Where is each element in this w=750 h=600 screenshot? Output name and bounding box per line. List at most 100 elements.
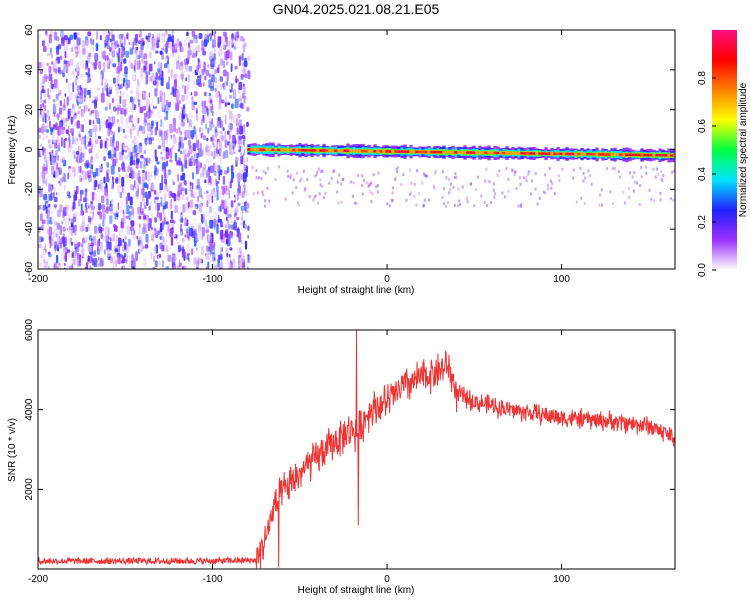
heatmap-cell bbox=[157, 209, 159, 216]
heatmap-cell bbox=[94, 53, 99, 62]
heatmap-cell bbox=[88, 119, 92, 126]
heatmap-cell bbox=[143, 62, 146, 67]
heatmap-cell bbox=[160, 151, 163, 155]
heatmap-cell bbox=[466, 200, 469, 204]
heatmap-cell bbox=[213, 162, 217, 172]
heatmap-cell bbox=[610, 153, 614, 156]
heatmap-cell bbox=[184, 100, 187, 105]
colorbar-tick-label: 0.4 bbox=[697, 167, 708, 181]
heatmap-cell bbox=[46, 156, 51, 165]
heatmap-cell bbox=[85, 39, 89, 46]
heatmap-cell bbox=[129, 183, 133, 192]
heatmap-cell bbox=[319, 183, 322, 187]
heatmap-cell bbox=[396, 170, 398, 174]
heatmap-cell bbox=[527, 172, 530, 176]
heatmap-cell bbox=[131, 55, 135, 59]
heatmap-cell bbox=[459, 203, 462, 207]
heatmap-cell bbox=[85, 262, 89, 269]
heatmap-cell bbox=[172, 83, 176, 89]
heatmap-cell bbox=[137, 153, 141, 159]
heatmap-cell bbox=[89, 203, 94, 211]
heatmap-cell bbox=[224, 139, 228, 148]
heatmap-cell bbox=[39, 74, 42, 81]
heatmap-cell bbox=[258, 176, 260, 180]
heatmap-cell bbox=[43, 193, 47, 201]
heatmap-cell bbox=[206, 40, 208, 45]
heatmap-cell bbox=[208, 92, 211, 97]
heatmap-cell bbox=[633, 180, 636, 184]
heatmap-cell bbox=[184, 63, 188, 71]
heatmap-cell bbox=[103, 176, 106, 184]
heatmap-cell bbox=[50, 186, 54, 192]
heatmap-cell bbox=[121, 232, 124, 242]
heatmap-cell bbox=[159, 212, 162, 222]
heatmap-cell bbox=[211, 118, 214, 125]
heatmap-cell bbox=[154, 260, 158, 268]
heatmap-cell bbox=[244, 240, 248, 245]
heatmap-cell bbox=[463, 150, 467, 155]
heatmap-cell bbox=[624, 201, 627, 205]
heatmap-cell bbox=[240, 170, 244, 180]
heatmap-cell bbox=[48, 52, 53, 59]
heatmap-cell bbox=[62, 156, 65, 165]
heatmap-cell bbox=[74, 246, 77, 256]
heatmap-cell bbox=[242, 102, 245, 107]
heatmap-cell bbox=[59, 229, 62, 239]
heatmap-cell bbox=[622, 152, 626, 157]
heatmap-cell bbox=[133, 170, 136, 179]
heatmap-cell bbox=[227, 224, 232, 230]
heatmap-cell bbox=[149, 51, 152, 59]
heatmap-cell bbox=[237, 265, 240, 269]
heatmap-cell bbox=[88, 132, 90, 136]
heatmap-cell bbox=[264, 204, 266, 208]
heatmap-cell bbox=[64, 93, 67, 97]
spectrogram-heatmap bbox=[38, 30, 675, 269]
heatmap-cell bbox=[572, 168, 575, 172]
heatmap-cell bbox=[152, 148, 154, 156]
heatmap-cell bbox=[316, 170, 319, 174]
heatmap-cell bbox=[240, 173, 244, 180]
heatmap-cell bbox=[150, 59, 154, 63]
heatmap-cell bbox=[357, 173, 359, 177]
heatmap-cell bbox=[400, 150, 404, 153]
heatmap-cell bbox=[184, 130, 188, 139]
heatmap-cell bbox=[74, 64, 76, 70]
heatmap-cell bbox=[195, 50, 198, 57]
heatmap-cell bbox=[181, 211, 183, 215]
heatmap-cell bbox=[136, 200, 139, 206]
heatmap-cell bbox=[55, 169, 59, 178]
heatmap-cell bbox=[98, 223, 101, 228]
heatmap-cell bbox=[208, 33, 213, 37]
heatmap-cell bbox=[213, 48, 217, 52]
heatmap-cell bbox=[194, 191, 198, 197]
heatmap-cell bbox=[242, 255, 245, 262]
heatmap-cell bbox=[151, 120, 155, 127]
heatmap-cell bbox=[336, 190, 339, 194]
heatmap-cell bbox=[197, 43, 202, 52]
heatmap-cell bbox=[112, 63, 116, 68]
heatmap-cell bbox=[60, 137, 63, 147]
heatmap-cell bbox=[355, 149, 359, 153]
heatmap-cell bbox=[125, 215, 129, 219]
heatmap-cell bbox=[125, 97, 129, 101]
heatmap-cell bbox=[117, 52, 120, 57]
heatmap-cell bbox=[136, 114, 138, 121]
heatmap-cell bbox=[218, 37, 221, 47]
heatmap-cell bbox=[605, 167, 608, 171]
heatmap-cell bbox=[145, 139, 148, 147]
heatmap-cell bbox=[310, 149, 314, 152]
heatmap-cell bbox=[476, 175, 479, 179]
heatmap-cell bbox=[526, 152, 530, 155]
heatmap-cell bbox=[160, 156, 163, 160]
heatmap-cell bbox=[48, 183, 51, 193]
heatmap-cell bbox=[256, 191, 259, 195]
heatmap-cell bbox=[119, 211, 122, 216]
heatmap-cell bbox=[499, 151, 503, 155]
heatmap-cell bbox=[95, 109, 98, 120]
heatmap-cell bbox=[649, 153, 653, 157]
heatmap-cell bbox=[558, 179, 561, 183]
heatmap-cell bbox=[59, 128, 62, 136]
heatmap-cell bbox=[120, 83, 123, 89]
heatmap-cell bbox=[369, 183, 372, 187]
heatmap-cell bbox=[174, 204, 179, 213]
